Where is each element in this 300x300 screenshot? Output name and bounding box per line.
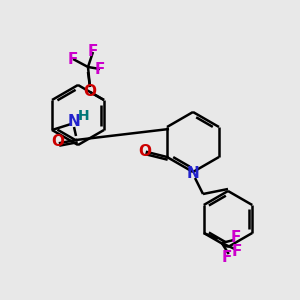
Text: N: N [187,166,200,181]
Text: O: O [139,143,152,158]
Text: O: O [83,85,97,100]
Text: F: F [88,44,98,59]
Text: F: F [222,250,232,265]
Text: F: F [68,52,78,67]
Text: H: H [78,109,90,123]
Text: F: F [231,230,241,245]
Text: N: N [68,115,80,130]
Text: F: F [95,61,105,76]
Text: F: F [232,244,242,259]
Text: O: O [52,134,64,149]
